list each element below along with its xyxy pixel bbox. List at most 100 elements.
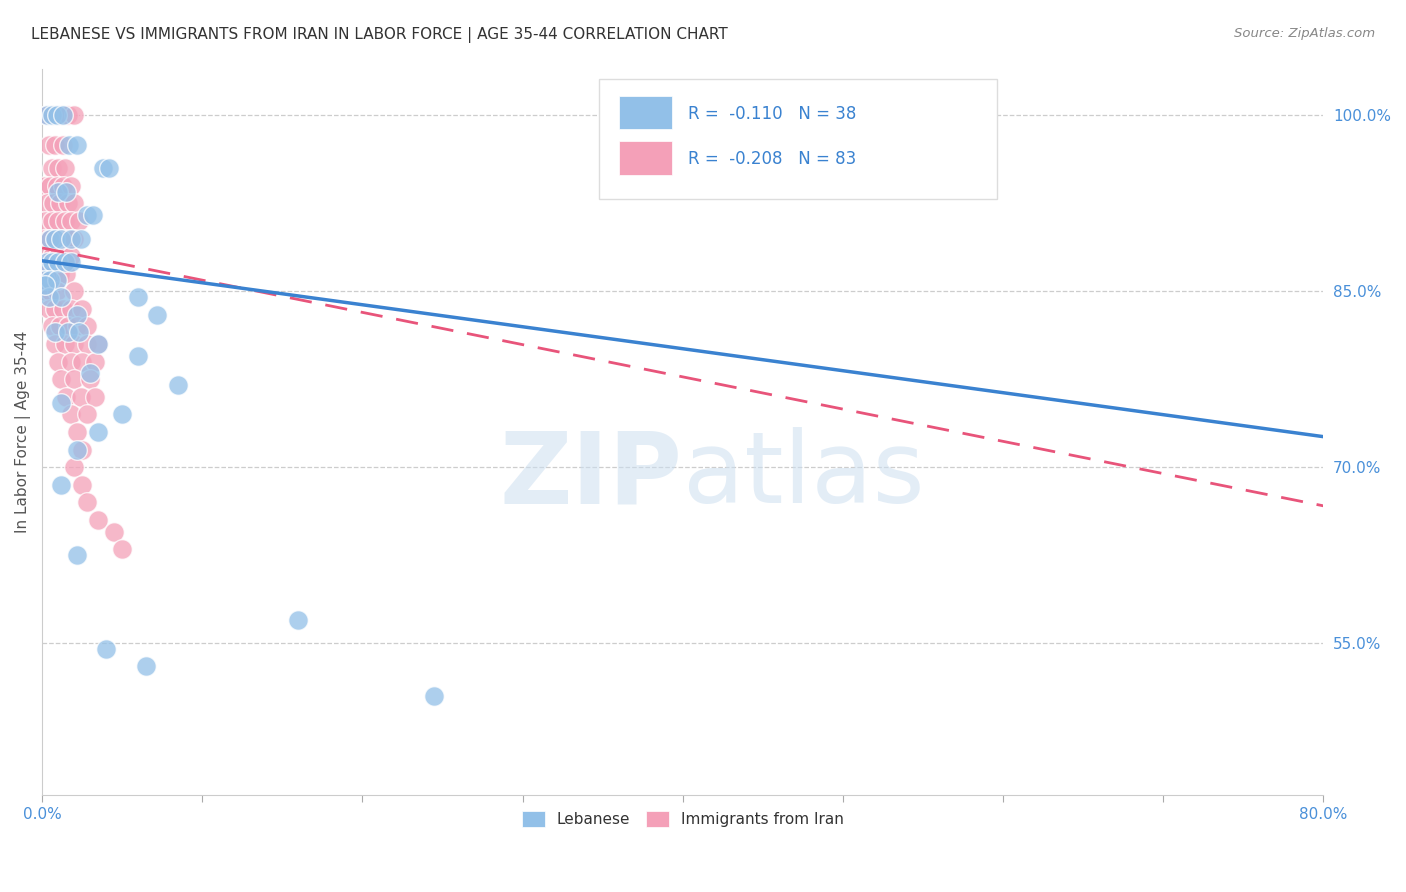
Point <box>39 178 62 193</box>
Point <box>67 214 90 228</box>
Point <box>38 231 60 245</box>
Point <box>44 301 66 316</box>
Point <box>41 161 63 176</box>
Point <box>42 196 65 211</box>
Point <box>56 319 79 334</box>
Point <box>76 208 98 222</box>
Point <box>39 231 62 245</box>
Point <box>63 337 86 351</box>
Point <box>53 214 76 228</box>
Point <box>103 524 125 539</box>
Point <box>46 185 69 199</box>
Point <box>66 319 89 334</box>
Point <box>38 301 60 316</box>
Point <box>59 301 82 316</box>
Point <box>41 319 63 334</box>
Point <box>69 231 91 245</box>
Point <box>34 278 56 293</box>
Point <box>46 354 69 368</box>
Point <box>146 308 169 322</box>
Point <box>87 337 110 351</box>
Point <box>48 267 70 281</box>
Point <box>87 425 110 439</box>
Point <box>44 326 66 340</box>
Point <box>32 231 55 245</box>
Point <box>96 641 118 656</box>
Text: LEBANESE VS IMMIGRANTS FROM IRAN IN LABOR FORCE | AGE 35-44 CORRELATION CHART: LEBANESE VS IMMIGRANTS FROM IRAN IN LABO… <box>31 27 728 43</box>
Point <box>66 442 89 457</box>
Point <box>66 137 89 152</box>
Point <box>44 137 66 152</box>
Point <box>59 178 82 193</box>
Point <box>76 319 98 334</box>
Point <box>41 255 63 269</box>
Point <box>59 255 82 269</box>
Point <box>59 408 82 422</box>
Point <box>53 161 76 176</box>
Point <box>63 372 86 386</box>
Point <box>39 285 62 299</box>
Point <box>59 354 82 368</box>
Point <box>34 272 56 286</box>
Point <box>56 326 79 340</box>
Point <box>67 326 90 340</box>
Point <box>56 108 79 122</box>
Point <box>34 178 56 193</box>
Point <box>52 108 75 122</box>
Point <box>111 408 134 422</box>
Point <box>53 249 76 263</box>
Point <box>39 272 62 286</box>
Point <box>79 372 101 386</box>
Point <box>59 231 82 245</box>
Point <box>167 378 190 392</box>
Point <box>51 290 73 304</box>
Point <box>66 548 89 562</box>
Point <box>44 231 66 245</box>
Point <box>52 137 75 152</box>
Point <box>34 285 56 299</box>
Point <box>59 249 82 263</box>
Point <box>52 301 75 316</box>
Point <box>55 185 77 199</box>
Text: ZIP: ZIP <box>499 427 683 524</box>
Point <box>69 390 91 404</box>
Point <box>41 214 63 228</box>
Point <box>51 372 73 386</box>
FancyBboxPatch shape <box>619 95 672 128</box>
Point <box>48 196 70 211</box>
Point <box>46 214 69 228</box>
Point <box>79 367 101 381</box>
Point <box>56 196 79 211</box>
Point <box>287 613 309 627</box>
Y-axis label: In Labor Force | Age 35-44: In Labor Force | Age 35-44 <box>15 331 31 533</box>
Point <box>44 337 66 351</box>
Point <box>70 442 93 457</box>
Point <box>35 196 58 211</box>
Point <box>51 395 73 409</box>
Point <box>63 231 86 245</box>
Text: Source: ZipAtlas.com: Source: ZipAtlas.com <box>1234 27 1375 40</box>
Point <box>55 267 77 281</box>
Point <box>35 108 58 122</box>
Point <box>111 542 134 557</box>
Point <box>76 337 98 351</box>
Point <box>34 214 56 228</box>
FancyBboxPatch shape <box>599 79 997 199</box>
Point <box>135 659 157 673</box>
Legend: Lebanese, Immigrants from Iran: Lebanese, Immigrants from Iran <box>515 804 851 835</box>
Point <box>51 108 73 122</box>
Point <box>35 267 58 281</box>
Point <box>51 231 73 245</box>
Point <box>98 161 121 176</box>
Point <box>911 108 934 122</box>
Point <box>55 390 77 404</box>
Text: R =  -0.208   N = 83: R = -0.208 N = 83 <box>688 151 856 169</box>
Point <box>46 255 69 269</box>
Text: R =  -0.110   N = 38: R = -0.110 N = 38 <box>688 104 856 122</box>
Point <box>127 349 149 363</box>
Point <box>87 513 110 527</box>
Point <box>84 390 107 404</box>
Point <box>38 137 60 152</box>
Point <box>63 196 86 211</box>
Point <box>66 425 89 439</box>
